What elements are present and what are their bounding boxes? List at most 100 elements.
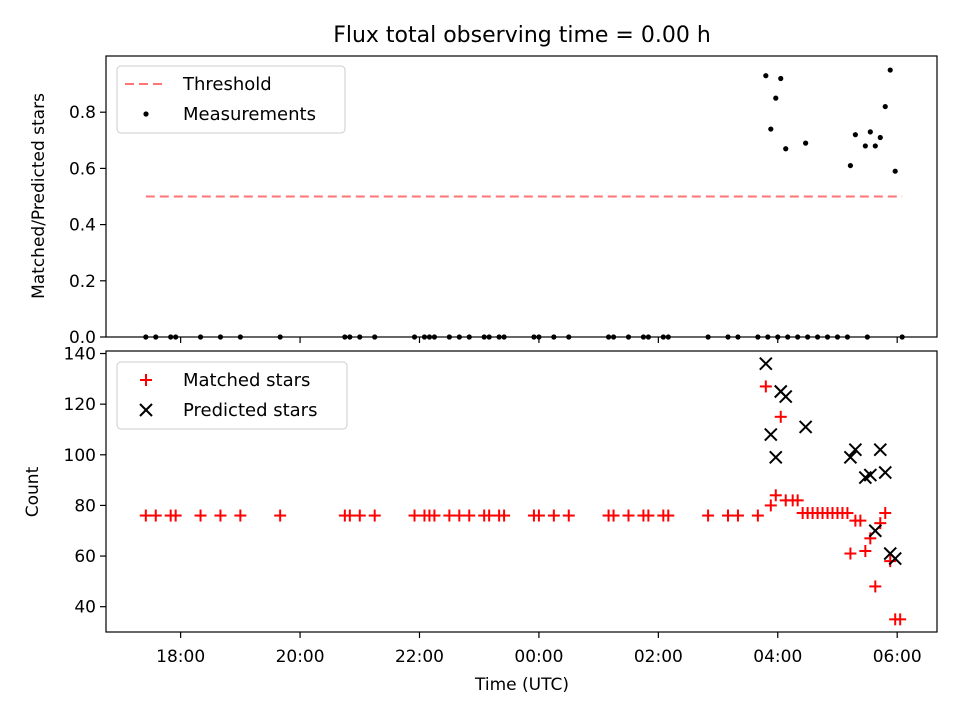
measurement-point bbox=[501, 334, 507, 340]
measurement-point bbox=[763, 73, 769, 79]
matched-star-point bbox=[353, 509, 366, 522]
matched-star-point bbox=[864, 532, 877, 545]
predicted-legend-swatch bbox=[139, 403, 153, 417]
matched-star-point bbox=[662, 509, 675, 522]
measurement-point bbox=[536, 334, 542, 340]
predicted-star-point bbox=[843, 450, 858, 465]
measurement-point bbox=[785, 334, 791, 340]
threshold-legend-label: Threshold bbox=[182, 74, 272, 95]
measurement-point bbox=[783, 146, 789, 152]
matched-star-point bbox=[622, 509, 635, 522]
measurement-point bbox=[605, 334, 612, 340]
predicted-legend-label: Predicted stars bbox=[183, 400, 317, 421]
matched-star-point bbox=[234, 509, 247, 522]
top-panel: 0.00.20.40.60.8 Matched/Predicted stars … bbox=[29, 55, 938, 348]
bottom-y-tick-label: 100 bbox=[64, 446, 96, 466]
measurement-point bbox=[864, 334, 870, 340]
measurement-point bbox=[168, 334, 174, 340]
measurement-point bbox=[456, 334, 462, 340]
measurement-point bbox=[421, 334, 428, 340]
x-tick-label: 18:00 bbox=[156, 647, 205, 667]
measurement-point bbox=[867, 129, 873, 135]
measurement-point bbox=[847, 162, 854, 169]
predicted-star-point bbox=[873, 443, 887, 457]
matched-star-point bbox=[532, 509, 545, 522]
matched-star-point bbox=[731, 509, 744, 522]
measurement-point bbox=[481, 334, 487, 340]
measurement-point bbox=[660, 334, 666, 340]
measurement-point bbox=[496, 334, 502, 340]
bottom-panel: 40 60 80 100 120 140 18:00 20:00 22:00 00:00 02:0… bbox=[23, 345, 938, 695]
measurements-legend-label: Measurements bbox=[183, 104, 316, 125]
measurement-point bbox=[872, 143, 878, 149]
measurements-series bbox=[143, 67, 905, 340]
x-axis-label: Time (UTC) bbox=[474, 675, 569, 695]
measurement-point bbox=[892, 168, 898, 174]
x-tick-label: 02:00 bbox=[634, 647, 683, 667]
matched-legend-swatch bbox=[140, 374, 152, 386]
predicted-star-point bbox=[798, 420, 813, 434]
top-y-tick-label: 0.6 bbox=[69, 159, 96, 179]
measurement-point bbox=[877, 134, 883, 141]
x-tick-label: 06:00 bbox=[873, 647, 922, 667]
top-legend-box bbox=[116, 65, 346, 134]
bottom-y-tick-label: 120 bbox=[64, 395, 96, 415]
measurement-point bbox=[466, 334, 472, 340]
predicted-star-point bbox=[888, 551, 902, 566]
measurement-point bbox=[143, 334, 149, 340]
bottom-legend[interactable]: Matched stars Predicted stars bbox=[116, 361, 348, 430]
measurement-point bbox=[775, 334, 781, 340]
measurement-point bbox=[705, 334, 711, 340]
measurement-point bbox=[768, 126, 774, 132]
measurement-point bbox=[640, 334, 647, 340]
top-y-ticks: 0.0 0.2 0.4 0.6 0.8 bbox=[69, 103, 106, 348]
bottom-axes-frame bbox=[105, 350, 938, 633]
measurement-point bbox=[426, 334, 433, 340]
measurement-point bbox=[773, 95, 779, 101]
measurement-point bbox=[173, 334, 179, 340]
matched-star-point bbox=[879, 507, 892, 520]
matched-star-point bbox=[759, 380, 772, 393]
top-y-tick-label: 0.0 bbox=[69, 328, 96, 348]
bottom-x-ticks: 18:00 20:00 22:00 00:00 02:00 04:00 06:00 bbox=[156, 632, 922, 667]
matched-star-point bbox=[774, 410, 787, 423]
predicted-star-point bbox=[848, 443, 863, 457]
matched-star-point bbox=[854, 514, 867, 527]
top-y-axis-label: Matched/Predicted stars bbox=[29, 93, 49, 299]
x-tick-label: 20:00 bbox=[276, 647, 325, 667]
predicted-star-point bbox=[878, 465, 892, 480]
measurement-point bbox=[852, 132, 858, 138]
bottom-y-tick-label: 80 bbox=[74, 496, 96, 516]
measurement-point bbox=[834, 334, 841, 340]
measurement-point bbox=[217, 334, 224, 340]
measurement-point bbox=[277, 334, 283, 340]
matched-star-point bbox=[844, 547, 857, 560]
matched-star-point bbox=[764, 499, 777, 512]
measurement-point bbox=[755, 334, 761, 340]
bottom-y-tick-label: 40 bbox=[74, 598, 96, 618]
measurement-point bbox=[665, 334, 671, 340]
matched-star-point bbox=[463, 509, 476, 522]
top-y-tick-label: 0.8 bbox=[69, 103, 96, 123]
predicted-star-point bbox=[769, 450, 783, 465]
matched-star-point bbox=[498, 509, 511, 522]
measurement-point bbox=[197, 334, 204, 340]
measurement-point bbox=[725, 334, 731, 340]
measurement-point bbox=[566, 334, 572, 340]
top-legend[interactable]: Threshold Measurements bbox=[116, 65, 346, 134]
matched-star-point bbox=[547, 509, 560, 522]
matched-star-point bbox=[769, 489, 782, 502]
measurement-point bbox=[446, 334, 452, 340]
matched-star-point bbox=[869, 580, 882, 593]
bottom-y-tick-label: 60 bbox=[74, 547, 96, 567]
matched-legend-label: Matched stars bbox=[183, 370, 310, 391]
measurement-point bbox=[887, 67, 893, 73]
measurement-point bbox=[372, 334, 378, 340]
measurement-point bbox=[824, 334, 831, 340]
top-axes-frame bbox=[105, 55, 938, 338]
measurement-point bbox=[765, 334, 771, 340]
matched-star-point bbox=[751, 509, 764, 522]
top-y-tick-label: 0.2 bbox=[69, 272, 96, 292]
measurement-point bbox=[531, 334, 537, 340]
